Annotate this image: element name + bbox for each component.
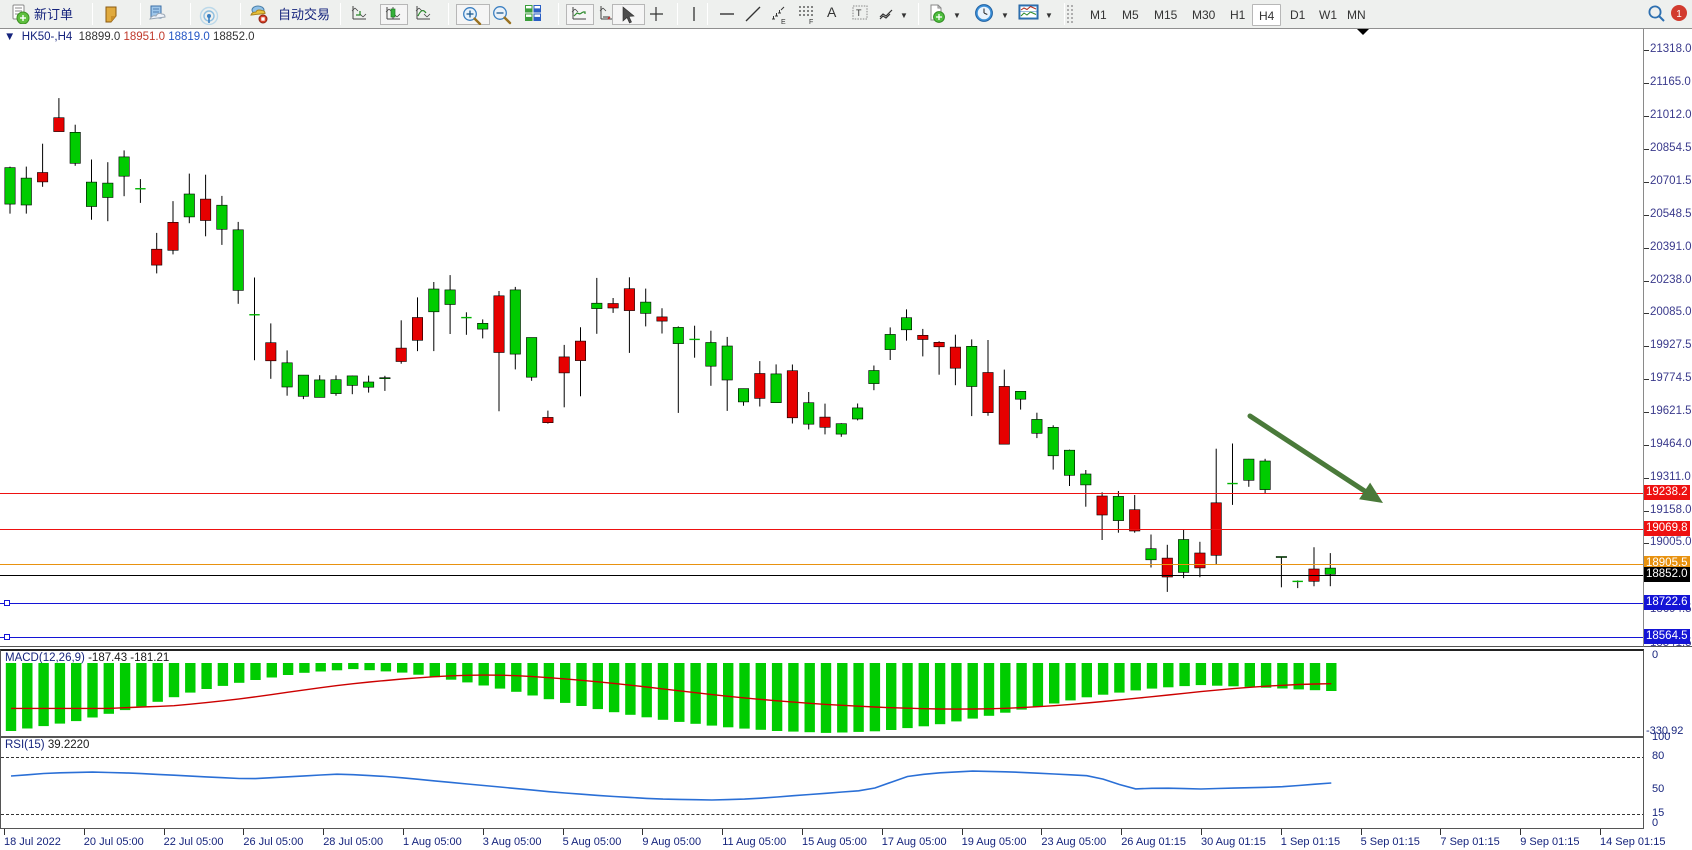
svg-text:T: T (856, 8, 862, 18)
svg-text:F: F (809, 19, 813, 25)
svg-text:E: E (781, 19, 786, 25)
svg-text:1: 1 (1676, 9, 1682, 20)
